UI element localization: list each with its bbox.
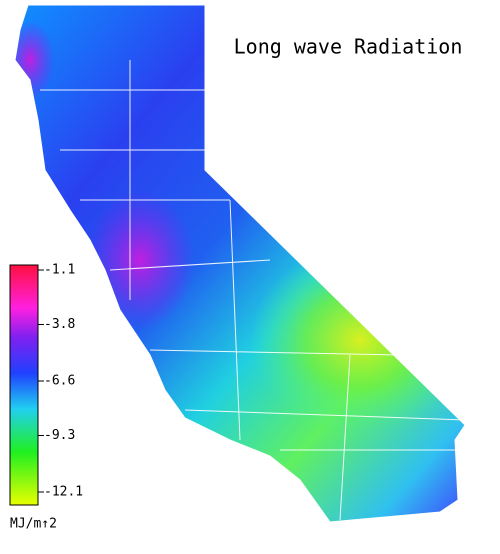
- colorbar-tick-label: -1.1: [44, 263, 75, 278]
- colorbar-tick-label: -9.3: [44, 428, 75, 443]
- colorbar: [9, 264, 39, 506]
- colorbar-tick-label: -3.8: [44, 317, 75, 332]
- colorbar-tick-label: -12.1: [44, 485, 83, 500]
- colorbar-unit: MJ/m↑2: [10, 517, 57, 532]
- map-title: Long wave Radiation: [234, 35, 463, 59]
- colorbar-tick-label: -6.6: [44, 374, 75, 389]
